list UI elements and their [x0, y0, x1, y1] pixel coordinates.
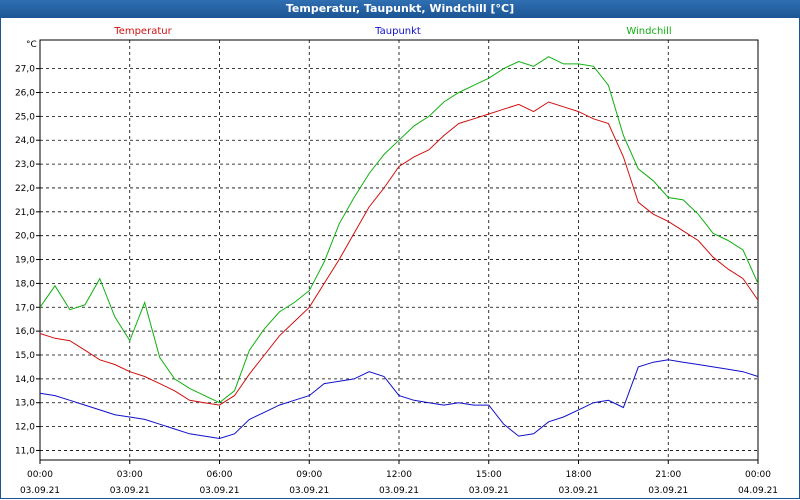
y-tick-label: 18,0 — [15, 279, 35, 289]
legend: Temperatur Taupunkt Windchill — [113, 26, 671, 37]
x-tick-time-label: 12:00 — [386, 470, 412, 480]
x-tick-time-label: 09:00 — [296, 470, 322, 480]
x-tick-date-label: 03.09.21 — [20, 486, 60, 496]
y-tick-label: 12,0 — [15, 423, 35, 433]
x-tick-date-label: 03.09.21 — [289, 486, 329, 496]
y-tick-label: 11,0 — [15, 446, 35, 456]
series-line-windchill — [39, 56, 759, 404]
x-tick-time-label: 15:00 — [476, 470, 502, 480]
chart-title: Temperatur, Taupunkt, Windchill [°C] — [0, 0, 800, 18]
x-tick-time-label: 00:00 — [27, 470, 53, 480]
y-tick-label: 26,0 — [15, 89, 35, 99]
grid-lines — [40, 40, 758, 460]
x-tick-time-label: 06:00 — [207, 470, 233, 480]
y-tick-label: 15,0 — [15, 351, 35, 361]
legend-entry-taupunkt: Taupunkt — [374, 26, 421, 37]
x-tick-time-label: 18:00 — [566, 470, 592, 480]
y-tick-label: 14,0 — [15, 375, 35, 385]
y-tick-label: 20,0 — [15, 232, 35, 242]
y-tick-label: 21,0 — [15, 208, 35, 218]
y-tick-label: 27,0 — [15, 65, 35, 75]
x-tick-date-label: 03.09.21 — [648, 486, 688, 496]
y-unit-label: °C — [26, 40, 37, 50]
series-group — [39, 56, 759, 440]
x-tick-date-label: 04.09.21 — [738, 486, 778, 496]
x-tick-date-label: 03.09.21 — [379, 486, 419, 496]
y-tick-label: 22,0 — [15, 184, 35, 194]
x-tick-time-label: 03:00 — [117, 470, 143, 480]
axes: 11,0 12,0 13,0 14,0 15,0 16,0 17,0 18,0 19,0 20,0… — [15, 39, 778, 496]
x-tick-time-label: 00:00 — [745, 470, 771, 480]
legend-entry-windchill: Windchill — [626, 26, 671, 37]
x-tick-time-label: 21:00 — [655, 470, 681, 480]
x-tick-date-label: 03.09.21 — [469, 486, 509, 496]
y-tick-label: 13,0 — [15, 399, 35, 409]
x-tick-date-label: 03.09.21 — [199, 486, 239, 496]
legend-entry-temperatur: Temperatur — [113, 26, 172, 37]
series-line-taupunkt — [39, 359, 759, 440]
x-tick-date-label: 03.09.21 — [558, 486, 598, 496]
y-tick-label: 25,0 — [15, 112, 35, 122]
x-tick-date-label: 03.09.21 — [110, 486, 150, 496]
y-tick-label: 24,0 — [15, 136, 35, 146]
y-tick-label: 23,0 — [15, 160, 35, 170]
y-tick-label: 16,0 — [15, 327, 35, 337]
series-line-temperatur — [39, 101, 759, 406]
y-tick-label: 17,0 — [15, 303, 35, 313]
y-tick-label: 19,0 — [15, 256, 35, 266]
